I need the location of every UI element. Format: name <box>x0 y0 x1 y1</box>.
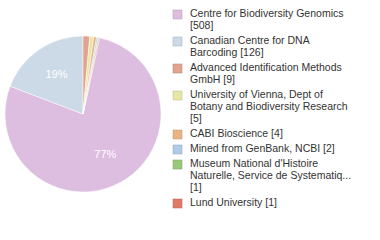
legend-label: CABI Bioscience [4] <box>190 127 283 139</box>
legend-label: Mined from GenBank, NCBI [2] <box>190 142 335 154</box>
data-labels: 77% 19% <box>45 68 116 160</box>
legend-line: Advanced Identification Methods <box>190 61 342 73</box>
legend-line: Lund University [1] <box>190 196 277 208</box>
legend-label: Museum National d'HistoireNaturelle, Ser… <box>190 157 351 193</box>
legend-line: Barcoding [126] <box>190 46 264 58</box>
legend-label: Advanced Identification MethodsGmbH [9] <box>190 61 342 85</box>
legend-swatch <box>173 91 182 100</box>
legend-line: CABI Bioscience [4] <box>190 127 283 139</box>
legend-label: Lund University [1] <box>190 196 277 208</box>
legend-swatch <box>173 199 182 208</box>
legend-line: Centre for Biodiversity Genomics <box>190 7 343 19</box>
legend-line: Botany and Biodiversity Research <box>190 100 348 112</box>
legend-line: [508] <box>190 19 213 31</box>
legend-label: University of Vienna, Dept ofBotany and … <box>190 88 348 124</box>
pie <box>5 36 161 192</box>
legend-label: Canadian Centre for DNABarcoding [126] <box>190 34 310 58</box>
legend-line: Canadian Centre for DNA <box>190 34 310 46</box>
legend-line: Mined from GenBank, NCBI [2] <box>190 142 335 154</box>
legend-swatch <box>173 10 182 19</box>
pie-slice <box>83 37 99 114</box>
legend-label: Centre for Biodiversity Genomics[508] <box>190 7 343 31</box>
legend-line: Museum National d'Histoire <box>190 157 318 169</box>
legend-swatch <box>173 145 182 154</box>
legend: Centre for Biodiversity Genomics[508] Can… <box>173 7 351 208</box>
chart: 77%19%Centre for Biodiversity Genomics[5… <box>0 0 380 240</box>
legend-line: University of Vienna, Dept of <box>190 88 323 100</box>
legend-line: GmbH [9] <box>190 73 235 85</box>
legend-swatch <box>173 160 182 169</box>
pie-slice <box>83 38 100 114</box>
legend-swatch <box>173 130 182 139</box>
legend-swatch <box>173 64 182 73</box>
data-label: 19% <box>45 68 67 80</box>
legend-swatch <box>173 37 182 46</box>
legend-line: [1] <box>190 181 202 193</box>
legend-line: Naturelle, Service de Systematiq... <box>190 169 351 181</box>
data-label: 77% <box>94 148 116 160</box>
pie-slice <box>10 36 83 114</box>
legend-line: [5] <box>190 112 202 124</box>
